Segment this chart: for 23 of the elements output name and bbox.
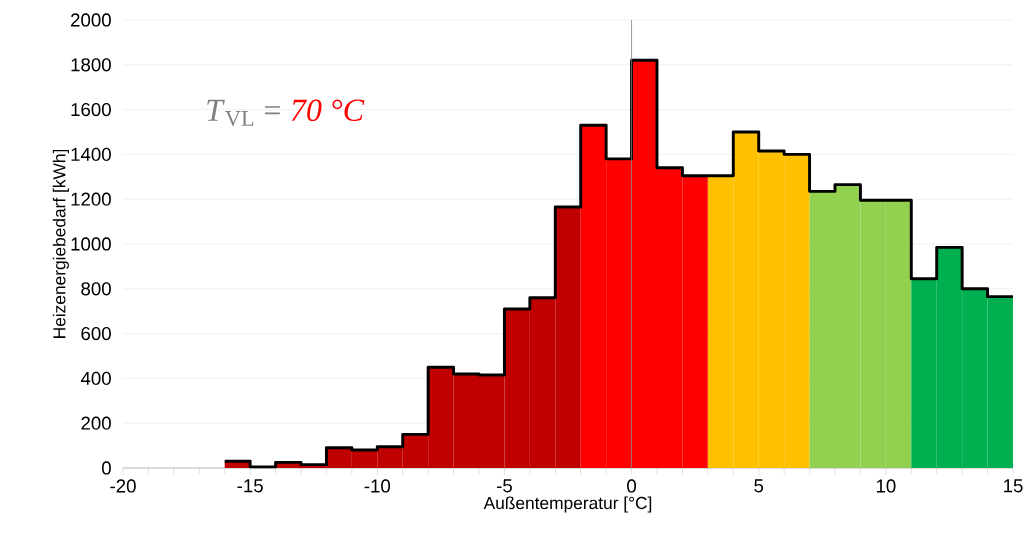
y-tick-label: 1600 [71,102,111,117]
y-tick-label: 400 [80,371,111,385]
x-tick-label: 0 [627,479,637,493]
y-tick-label: 800 [81,282,111,296]
x-tick-label: 10 [876,479,896,493]
x-tick-label: 5 [754,479,764,493]
annotation: T$_{VL}$ = [207,99,280,127]
y-tick-label: 600 [81,326,111,341]
y-axis-title: Heizenergiebedarf [kWh] [52,149,69,338]
x-tick-label: 15 [1004,479,1023,493]
y-tick-label: 200 [81,416,111,430]
y-tick-label: 1400 [71,147,111,161]
x-tick-label: -20 [110,479,136,493]
annotation: 70 °C [291,99,365,122]
x-tick-label: -5 [496,479,512,493]
y-tick-label: 1200 [71,192,111,206]
x-axis-title: Außentemperatur [°C] [483,496,652,513]
y-tick-label: 1800 [71,58,111,72]
y-tick-label: 0 [101,461,111,475]
x-tick-label: -15 [237,479,263,493]
y-tick-label: 1000 [71,237,111,251]
y-tick-label: 2000 [71,13,111,27]
x-tick-label: -10 [364,479,391,493]
